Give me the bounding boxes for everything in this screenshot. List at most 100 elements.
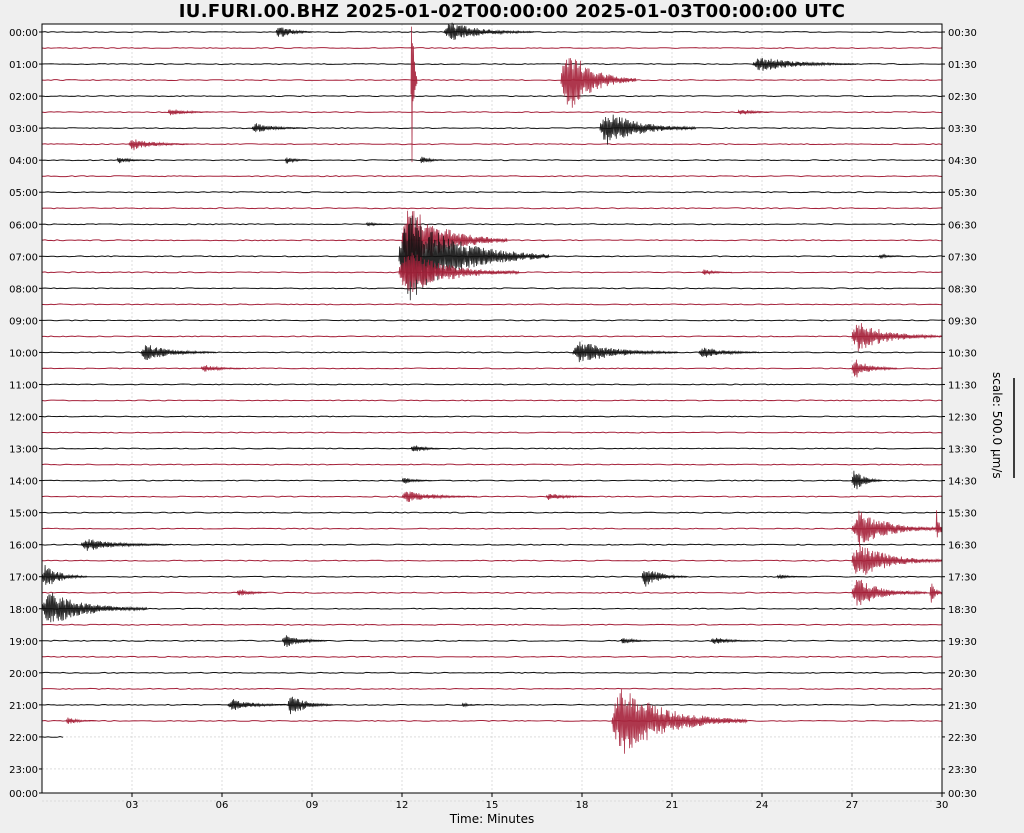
- seismic-event: [620, 638, 652, 644]
- seismic-event: [284, 157, 310, 164]
- x-tick-label: 03: [126, 800, 139, 811]
- left-time-label: 17:00: [9, 573, 38, 584]
- trace-line: [41, 223, 943, 226]
- scale-label: scale: 500.0 µm/s: [990, 372, 1004, 479]
- right-time-label: 09:30: [948, 316, 977, 327]
- right-time-label: 02:30: [948, 92, 977, 103]
- left-time-label: 12:00: [9, 413, 38, 424]
- left-time-label: 22:00: [9, 733, 38, 744]
- trace-line: [42, 559, 943, 562]
- right-time-label: 15:30: [948, 509, 977, 520]
- seismic-event: [419, 156, 445, 164]
- trace-line: [41, 143, 943, 146]
- trace-line: [42, 319, 943, 322]
- seismic-event: [41, 564, 88, 585]
- trace-line: [41, 543, 943, 546]
- trace-lines: [41, 31, 943, 738]
- x-tick-label: 18: [576, 800, 589, 811]
- x-tick-label: 27: [846, 800, 859, 811]
- seismic-event: [401, 491, 478, 503]
- trace-line: [41, 399, 943, 402]
- trace-line: [41, 47, 943, 50]
- seismic-event: [851, 359, 898, 378]
- left-time-label: 07:00: [9, 252, 38, 263]
- seismic-event: [461, 702, 481, 708]
- left-time-label: 20:00: [9, 669, 38, 680]
- seismic-event: [737, 109, 775, 115]
- left-time-label: 19:00: [9, 637, 38, 648]
- seismic-event: [287, 696, 334, 715]
- trace-line: [41, 511, 943, 514]
- left-time-label: 14:00: [9, 477, 38, 488]
- x-tick-label: 06: [216, 800, 229, 811]
- left-time-label: 18:00: [9, 605, 38, 616]
- seismic-event: [851, 510, 943, 547]
- seismic-event: [572, 341, 679, 363]
- right-time-label: 04:30: [948, 156, 977, 167]
- right-time-label: 19:30: [948, 637, 977, 648]
- x-tick-label: 15: [486, 800, 499, 811]
- trace-line: [41, 207, 943, 210]
- seismic-event: [398, 215, 550, 301]
- seismic-event: [227, 699, 289, 711]
- left-time-label: 09:00: [9, 316, 38, 327]
- seismic-event: [851, 323, 943, 352]
- seismic-event: [851, 545, 943, 575]
- right-time-label: 07:30: [948, 252, 977, 263]
- left-time-label: 00:00: [9, 28, 38, 39]
- trace-line: [41, 159, 943, 162]
- right-time-label: 16:30: [948, 541, 977, 552]
- x-tick-label: 09: [306, 800, 319, 811]
- seismic-event: [236, 589, 268, 596]
- seismic-event: [401, 477, 433, 484]
- seismic-event: [398, 252, 520, 293]
- left-time-label: 23:00: [9, 765, 38, 776]
- right-time-label: 01:30: [948, 60, 977, 71]
- left-time-label: 13:00: [9, 445, 38, 456]
- left-time-label: 02:00: [9, 92, 38, 103]
- trace-line: [42, 127, 943, 130]
- trace-line: [41, 479, 943, 482]
- seismic-event: [140, 345, 217, 361]
- x-tick-label: 30: [936, 800, 949, 811]
- right-time-label: 23:30: [948, 765, 977, 776]
- seismic-event: [776, 574, 808, 579]
- x-tick-label: 24: [756, 800, 769, 811]
- seismic-event: [41, 592, 148, 623]
- x-tick-label: 21: [666, 800, 679, 811]
- seismic-event: [599, 114, 697, 145]
- trace-line: [41, 719, 943, 722]
- right-time-label: 00:30: [948, 789, 977, 800]
- seismic-event: [611, 688, 748, 754]
- seismic-event: [851, 470, 883, 490]
- trace-line: [41, 735, 64, 738]
- right-time-label: 18:30: [948, 605, 977, 616]
- trace-line: [41, 303, 943, 306]
- left-time-label: 16:00: [9, 541, 38, 552]
- trace-line: [41, 655, 943, 658]
- left-time-label: 06:00: [9, 220, 38, 231]
- x-axis-label: Time: Minutes: [449, 812, 534, 826]
- seismic-events: [41, 22, 943, 754]
- left-time-label: 08:00: [9, 284, 38, 295]
- seismic-event: [65, 717, 97, 724]
- right-time-label: 13:30: [948, 445, 977, 456]
- x-tick-label: 12: [396, 800, 409, 811]
- seismic-event: [167, 109, 214, 116]
- right-time-label: 12:30: [948, 413, 977, 424]
- seismic-event: [929, 583, 943, 603]
- seismic-event: [443, 22, 535, 41]
- right-time-label: 11:30: [948, 380, 977, 391]
- seismic-event: [281, 635, 328, 648]
- right-time-label: 14:30: [948, 477, 977, 488]
- right-time-label: 05:30: [948, 188, 977, 199]
- left-time-label: 10:00: [9, 348, 38, 359]
- seismic-event: [560, 58, 637, 108]
- trace-line: [41, 623, 943, 626]
- seismic-event: [935, 510, 943, 538]
- right-time-label: 17:30: [948, 573, 977, 584]
- chart-title: IU.FURI.00.BHZ 2025-01-02T00:00:00 2025-…: [178, 1, 846, 22]
- seismic-event: [878, 253, 904, 260]
- trace-line: [42, 175, 943, 178]
